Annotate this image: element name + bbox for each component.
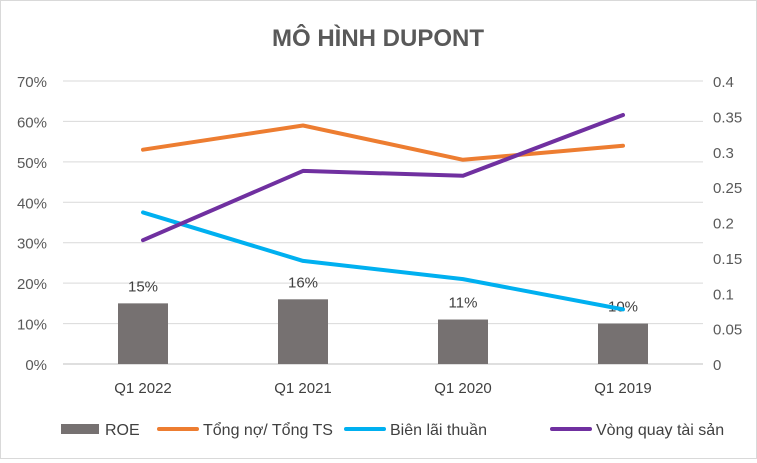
bar-roe [278,299,328,364]
legend-label: Biên lãi thuần [390,422,487,439]
data-label: 15% [128,278,158,295]
right-tick-label: 0.3 [713,145,734,162]
left-tick-label: 60% [17,114,47,131]
left-tick-label: 40% [17,195,47,212]
right-tick-label: 0.1 [713,286,734,303]
category-label: Q1 2020 [434,380,492,397]
gridlines [63,80,703,365]
left-axis: 0% 10% 20% 30% 40% 50% 60% 70% [17,74,47,374]
right-tick-label: 0.15 [713,251,742,268]
right-tick-label: 0.2 [713,216,734,233]
legend-label: Vòng quay tài sản [596,422,724,439]
series-line-3 [141,113,625,243]
data-label: 10% [608,299,638,316]
legend-label: ROE [105,422,140,439]
right-tick-label: 0.25 [713,180,742,197]
left-tick-label: 30% [17,236,47,253]
legend-label: Tổng nợ/ Tổng TS [203,421,333,439]
right-tick-label: 0 [713,357,721,374]
bar-roe [438,319,488,364]
right-tick-label: 0.05 [713,322,742,339]
category-label: Q1 2022 [114,380,172,397]
left-tick-label: 50% [17,155,47,172]
category-axis: Q1 2022 Q1 2021 Q1 2020 Q1 2019 [114,380,652,397]
legend: ROE Tổng nợ/ Tổng TS Biên lãi thuần Vòng qu… [61,421,724,439]
series-lines [141,113,625,312]
left-tick-label: 70% [17,74,47,91]
bar-roe [118,303,168,364]
category-label: Q1 2019 [594,380,652,397]
series-line-1 [141,123,625,162]
left-tick-label: 10% [17,317,47,334]
left-tick-label: 0% [25,357,47,374]
category-label: Q1 2021 [274,380,332,397]
data-label: 16% [288,274,318,291]
left-tick-label: 20% [17,276,47,293]
roe-bars [118,299,648,364]
chart-title: MÔ HÌNH DUPONT [272,24,484,52]
right-tick-label: 0.35 [713,109,742,126]
roe-data-labels: 15% 16% 11% 10% [128,274,638,315]
right-tick-label: 0.4 [713,74,734,91]
legend-swatch [61,424,99,434]
data-label: 11% [449,295,478,312]
bar-roe [598,323,648,364]
series-line-2 [141,210,625,312]
right-axis: 0 0.05 0.1 0.15 0.2 0.25 0.3 0.35 0.4 [713,74,742,374]
